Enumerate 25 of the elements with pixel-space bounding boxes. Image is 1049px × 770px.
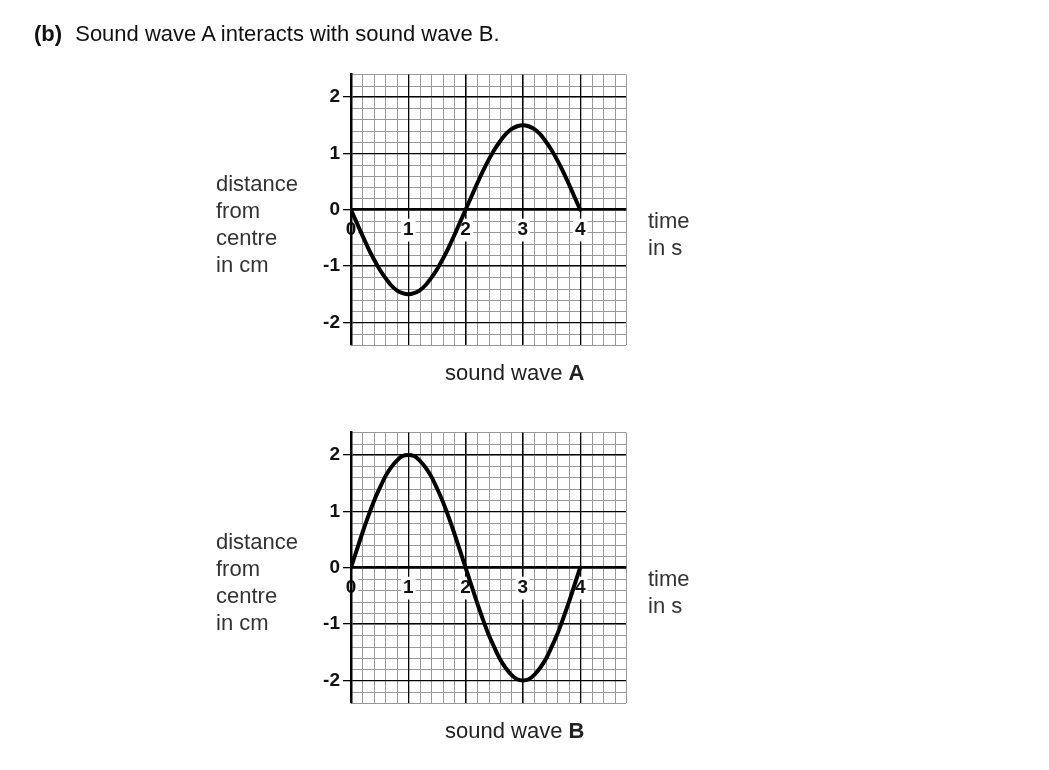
x-tick-label: 3 (517, 576, 529, 598)
x-axis-title: time in s (648, 564, 691, 619)
x-tick-label: 4 (574, 218, 586, 240)
x-axis-title: time in s (648, 206, 691, 261)
y-axis-title: distance from centre in cm (216, 169, 299, 278)
y-tick-label: 0 (329, 197, 340, 219)
y-tick-label: -2 (323, 310, 340, 332)
y-tick-label: 1 (329, 141, 341, 163)
x-tick-label: 3 (517, 218, 529, 240)
x-tick-label: 1 (403, 576, 414, 598)
text: sound wave B (445, 717, 585, 744)
text: (b) Sound wave A interacts with sound wave B. (34, 20, 500, 47)
y-tick-label: 2 (329, 85, 340, 107)
x-tick-label: 1 (403, 218, 414, 240)
y-tick-label: -2 (323, 668, 340, 690)
x-tick-label: 2 (460, 576, 471, 598)
x-tick-label: 2 (460, 218, 471, 240)
y-tick-label: -1 (323, 612, 341, 634)
text: sound wave A (445, 359, 585, 386)
y-tick-label: -1 (323, 254, 341, 276)
y-tick-label: 2 (329, 443, 340, 465)
x-tick-label: 4 (574, 576, 586, 598)
y-axis-title: distance from centre in cm (216, 527, 299, 636)
y-tick-label: 1 (329, 499, 341, 521)
y-tick-label: 0 (329, 555, 340, 577)
